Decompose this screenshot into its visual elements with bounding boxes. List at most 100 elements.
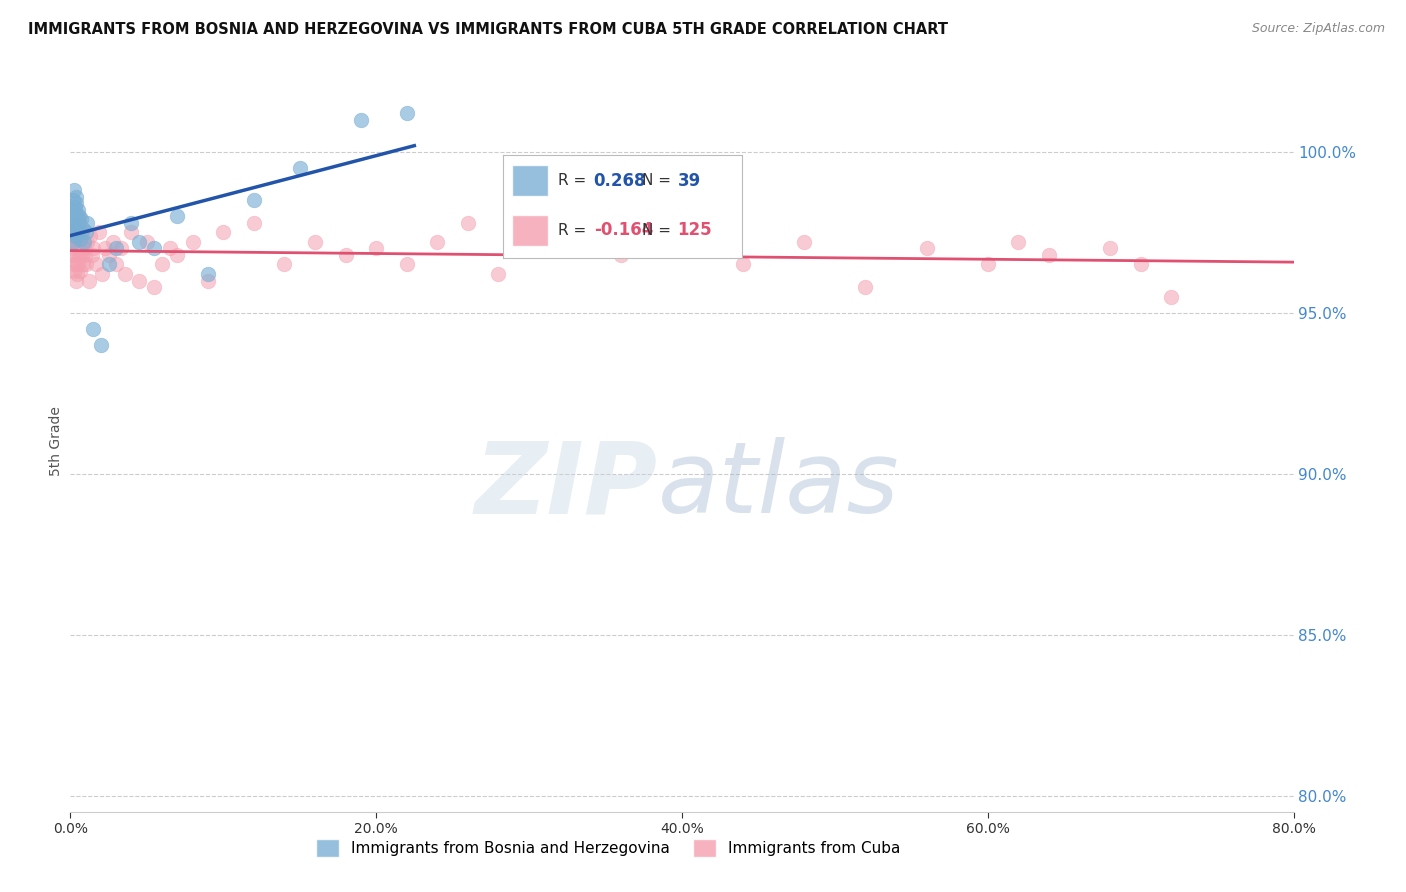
Point (65, 258, 87, 272)
Point (1099, 241, 1122, 255)
Point (84, 258, 107, 272)
Point (105, 241, 128, 255)
Y-axis label: 5th Grade: 5th Grade (49, 407, 63, 476)
Point (288, 161, 311, 175)
Point (273, 258, 295, 272)
Text: 0.268: 0.268 (593, 172, 647, 190)
Point (350, 112, 373, 127)
Point (335, 248, 357, 262)
Point (60, 248, 83, 262)
Point (60, 216, 83, 230)
Point (66, 209, 89, 223)
Point (121, 225, 143, 239)
Point (66, 232, 89, 246)
Point (66, 258, 89, 272)
Point (75, 225, 97, 239)
Text: IMMIGRANTS FROM BOSNIA AND HERZEGOVINA VS IMMIGRANTS FROM CUBA 5TH GRADE CORRELA: IMMIGRANTS FROM BOSNIA AND HERZEGOVINA V… (28, 22, 948, 37)
Point (79, 228, 101, 243)
Point (793, 235, 815, 249)
Point (65, 190, 87, 204)
Point (67, 216, 90, 230)
Point (128, 235, 150, 249)
Point (72, 258, 94, 272)
Point (395, 258, 418, 272)
Point (66, 202, 89, 217)
Point (143, 280, 166, 294)
Point (91, 267, 114, 281)
Point (82, 241, 104, 255)
Point (69, 248, 91, 262)
Text: ZIP: ZIP (474, 437, 658, 534)
Point (73, 235, 96, 249)
Bar (512, 165, 548, 196)
Point (548, 225, 571, 239)
Point (63, 228, 86, 243)
Point (915, 241, 938, 255)
Point (62, 241, 84, 255)
Point (212, 225, 235, 239)
Point (66, 216, 89, 230)
Point (63, 212, 86, 227)
Point (65, 274, 87, 288)
Point (72, 222, 94, 236)
Point (75, 258, 97, 272)
Point (66, 219, 89, 233)
Point (610, 248, 633, 262)
Text: -0.164: -0.164 (593, 221, 654, 239)
Point (366, 241, 388, 255)
Point (63, 206, 86, 220)
Point (395, 106, 418, 120)
Point (76, 216, 98, 230)
Point (63, 222, 86, 236)
Point (62, 209, 84, 223)
Point (121, 216, 143, 230)
Text: R =: R = (558, 173, 586, 188)
Point (65, 228, 87, 243)
Point (65, 222, 87, 236)
Text: N =: N = (641, 173, 671, 188)
Point (62, 209, 84, 223)
Point (66, 267, 89, 281)
Point (976, 258, 998, 272)
Point (1160, 290, 1182, 304)
Point (62, 264, 84, 278)
Point (69, 264, 91, 278)
Point (76, 235, 98, 249)
Point (150, 258, 173, 272)
Point (63, 248, 86, 262)
Point (197, 267, 219, 281)
Point (63, 225, 86, 239)
Point (1038, 248, 1060, 262)
Text: N =: N = (641, 223, 671, 238)
Point (72, 235, 94, 249)
Point (80, 248, 103, 262)
Point (60, 225, 83, 239)
Point (671, 241, 693, 255)
Point (63, 235, 86, 249)
Point (731, 258, 754, 272)
Point (457, 216, 479, 230)
Point (70, 248, 93, 262)
Point (60, 235, 83, 249)
Point (105, 258, 128, 272)
Point (65, 196, 87, 211)
Point (243, 216, 266, 230)
Text: 39: 39 (678, 172, 702, 190)
Point (60, 225, 83, 239)
Point (181, 235, 204, 249)
Point (89, 225, 111, 239)
Point (82, 322, 104, 336)
Text: Source: ZipAtlas.com: Source: ZipAtlas.com (1251, 22, 1385, 36)
Point (166, 248, 188, 262)
Legend: Immigrants from Bosnia and Herzegovina, Immigrants from Cuba: Immigrants from Bosnia and Herzegovina, … (311, 832, 907, 863)
Point (62, 258, 84, 272)
Bar (512, 215, 548, 246)
Point (62, 184, 84, 198)
Point (97, 248, 120, 262)
Point (70, 212, 93, 227)
Point (114, 267, 136, 281)
Point (60, 216, 83, 230)
Point (488, 267, 510, 281)
Point (62, 193, 84, 207)
Point (426, 235, 449, 249)
